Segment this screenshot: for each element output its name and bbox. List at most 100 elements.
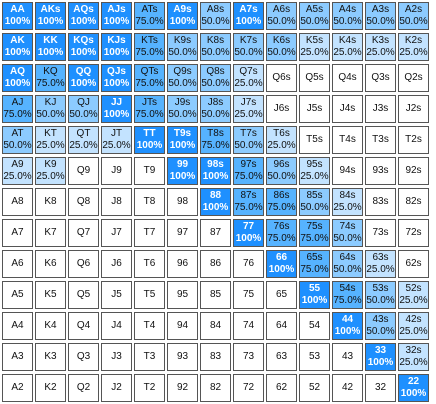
hand-cell-kq[interactable]: KQ 75.0%: [35, 64, 66, 92]
hand-cell-k9[interactable]: K9 25.0%: [35, 157, 66, 185]
hand-cell-q7[interactable]: Q7: [68, 219, 99, 247]
hand-cell-55[interactable]: 55 100%: [299, 281, 330, 309]
hand-cell-q8s[interactable]: Q8s 50.0%: [200, 64, 231, 92]
hand-cell-42s[interactable]: 42s 25.0%: [398, 312, 429, 340]
hand-cell-62[interactable]: 62: [266, 374, 297, 402]
hand-cell-t9[interactable]: T9: [134, 157, 165, 185]
hand-cell-a3[interactable]: A3: [2, 343, 33, 371]
hand-cell-86[interactable]: 86: [200, 250, 231, 278]
hand-cell-t7[interactable]: T7: [134, 219, 165, 247]
hand-cell-74[interactable]: 74: [233, 312, 264, 340]
hand-cell-a2s[interactable]: A2s 50.0%: [398, 2, 429, 30]
hand-cell-t4[interactable]: T4: [134, 312, 165, 340]
hand-cell-kk[interactable]: KK 100%: [35, 33, 66, 61]
hand-cell-q3[interactable]: Q3: [68, 343, 99, 371]
hand-cell-aks[interactable]: AKs 100%: [35, 2, 66, 30]
hand-cell-j8[interactable]: J8: [101, 188, 132, 216]
hand-cell-ats[interactable]: ATs 75.0%: [134, 2, 165, 30]
hand-cell-97[interactable]: 97: [167, 219, 198, 247]
hand-cell-j6[interactable]: J6: [101, 250, 132, 278]
hand-cell-87s[interactable]: 87s 75.0%: [233, 188, 264, 216]
hand-cell-aq[interactable]: AQ 100%: [2, 64, 33, 92]
hand-cell-75[interactable]: 75: [233, 281, 264, 309]
hand-cell-kt[interactable]: KT 25.0%: [35, 126, 66, 154]
hand-cell-97s[interactable]: 97s 75.0%: [233, 157, 264, 185]
hand-cell-63[interactable]: 63: [266, 343, 297, 371]
hand-cell-98[interactable]: 98: [167, 188, 198, 216]
hand-cell-kjs[interactable]: KJs 100%: [101, 33, 132, 61]
hand-cell-tt[interactable]: TT 100%: [134, 126, 165, 154]
hand-cell-54s[interactable]: 54s 75.0%: [332, 281, 363, 309]
hand-cell-jts[interactable]: JTs 75.0%: [134, 95, 165, 123]
hand-cell-kts[interactable]: KTs 75.0%: [134, 33, 165, 61]
hand-cell-q3s[interactable]: Q3s: [365, 64, 396, 92]
hand-cell-aj[interactable]: AJ 75.0%: [2, 95, 33, 123]
hand-cell-k5[interactable]: K5: [35, 281, 66, 309]
hand-cell-aa[interactable]: AA 100%: [2, 2, 33, 30]
hand-cell-99[interactable]: 99 100%: [167, 157, 198, 185]
hand-cell-t8[interactable]: T8: [134, 188, 165, 216]
hand-cell-76[interactable]: 76: [233, 250, 264, 278]
hand-cell-j3s[interactable]: J3s: [365, 95, 396, 123]
hand-cell-t2[interactable]: T2: [134, 374, 165, 402]
hand-cell-a7s[interactable]: A7s 100%: [233, 2, 264, 30]
hand-cell-64[interactable]: 64: [266, 312, 297, 340]
hand-cell-q2s[interactable]: Q2s: [398, 64, 429, 92]
hand-cell-75s[interactable]: 75s 75.0%: [299, 219, 330, 247]
hand-cell-j7[interactable]: J7: [101, 219, 132, 247]
hand-cell-85s[interactable]: 85s 50.0%: [299, 188, 330, 216]
hand-cell-92s[interactable]: 92s: [398, 157, 429, 185]
hand-cell-44[interactable]: 44 100%: [332, 312, 363, 340]
hand-cell-jj[interactable]: JJ 100%: [101, 95, 132, 123]
hand-cell-qjs[interactable]: QJs 100%: [101, 64, 132, 92]
hand-cell-32s[interactable]: 32s 25.0%: [398, 343, 429, 371]
hand-cell-82s[interactable]: 82s: [398, 188, 429, 216]
hand-cell-t5s[interactable]: T5s: [299, 126, 330, 154]
hand-cell-k4s[interactable]: K4s 25.0%: [332, 33, 363, 61]
hand-cell-j7s[interactable]: J7s 25.0%: [233, 95, 264, 123]
hand-cell-84[interactable]: 84: [200, 312, 231, 340]
hand-cell-76s[interactable]: 76s 75.0%: [266, 219, 297, 247]
hand-cell-93s[interactable]: 93s: [365, 157, 396, 185]
hand-cell-k3s[interactable]: K3s 25.0%: [365, 33, 396, 61]
hand-cell-k7s[interactable]: K7s 50.0%: [233, 33, 264, 61]
hand-cell-64s[interactable]: 64s 50.0%: [332, 250, 363, 278]
hand-cell-54[interactable]: 54: [299, 312, 330, 340]
hand-cell-t5[interactable]: T5: [134, 281, 165, 309]
hand-cell-73[interactable]: 73: [233, 343, 264, 371]
hand-cell-q5s[interactable]: Q5s: [299, 64, 330, 92]
hand-cell-aqs[interactable]: AQs 100%: [68, 2, 99, 30]
hand-cell-k4[interactable]: K4: [35, 312, 66, 340]
hand-cell-k2[interactable]: K2: [35, 374, 66, 402]
hand-cell-t9s[interactable]: T9s 100%: [167, 126, 198, 154]
hand-cell-qj[interactable]: QJ 50.0%: [68, 95, 99, 123]
hand-cell-kj[interactable]: KJ 50.0%: [35, 95, 66, 123]
hand-cell-k7[interactable]: K7: [35, 219, 66, 247]
hand-cell-53[interactable]: 53: [299, 343, 330, 371]
hand-cell-94[interactable]: 94: [167, 312, 198, 340]
hand-cell-77[interactable]: 77 100%: [233, 219, 264, 247]
hand-cell-95[interactable]: 95: [167, 281, 198, 309]
hand-cell-q9[interactable]: Q9: [68, 157, 99, 185]
hand-cell-74s[interactable]: 74s 50.0%: [332, 219, 363, 247]
hand-cell-k9s[interactable]: K9s 50.0%: [167, 33, 198, 61]
hand-cell-q4[interactable]: Q4: [68, 312, 99, 340]
hand-cell-a7[interactable]: A7: [2, 219, 33, 247]
hand-cell-j9[interactable]: J9: [101, 157, 132, 185]
hand-cell-t3[interactable]: T3: [134, 343, 165, 371]
hand-cell-k8[interactable]: K8: [35, 188, 66, 216]
hand-cell-a6s[interactable]: A6s 50.0%: [266, 2, 297, 30]
hand-cell-k6[interactable]: K6: [35, 250, 66, 278]
hand-cell-a8s[interactable]: A8s 50.0%: [200, 2, 231, 30]
hand-cell-43[interactable]: 43: [332, 343, 363, 371]
hand-cell-a2[interactable]: A2: [2, 374, 33, 402]
hand-cell-73s[interactable]: 73s: [365, 219, 396, 247]
hand-cell-22[interactable]: 22 100%: [398, 374, 429, 402]
hand-cell-32[interactable]: 32: [365, 374, 396, 402]
hand-cell-ajs[interactable]: AJs 100%: [101, 2, 132, 30]
hand-cell-98s[interactable]: 98s 100%: [200, 157, 231, 185]
hand-cell-t6[interactable]: T6: [134, 250, 165, 278]
hand-cell-a9s[interactable]: A9s 100%: [167, 2, 198, 30]
hand-cell-q7s[interactable]: Q7s 25.0%: [233, 64, 264, 92]
hand-cell-q6[interactable]: Q6: [68, 250, 99, 278]
